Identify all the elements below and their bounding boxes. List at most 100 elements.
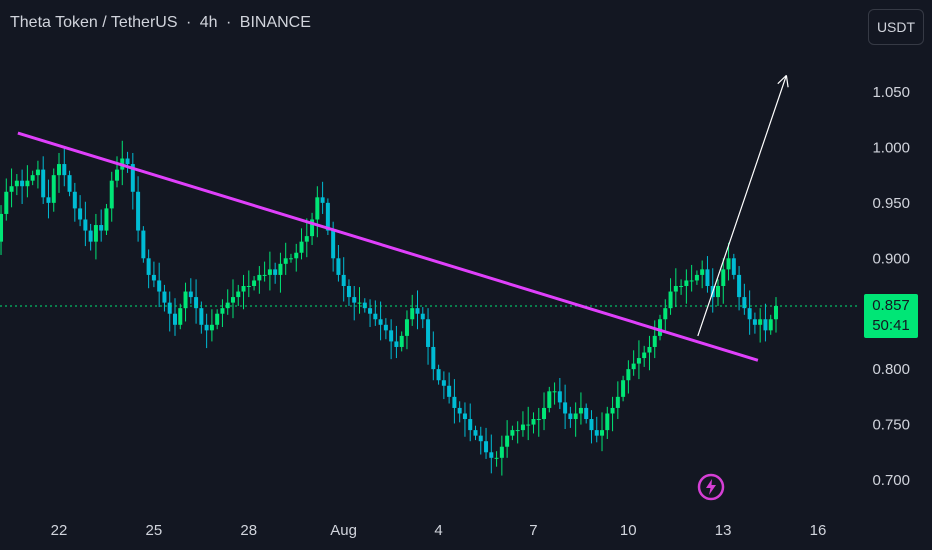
price-tick-label: 0.700: [872, 472, 910, 489]
candle-body: [431, 346, 436, 370]
candle-body: [531, 419, 536, 425]
candle-body: [652, 335, 657, 347]
candle-body: [737, 274, 742, 298]
candle-body: [763, 319, 768, 331]
candle-body: [299, 241, 304, 253]
candle-body: [320, 197, 325, 203]
last-price-value: 0.857: [872, 297, 910, 314]
candle-body: [752, 319, 757, 325]
trend-line[interactable]: [17, 131, 759, 362]
candle-body: [626, 369, 631, 381]
candle-body: [600, 430, 605, 436]
arrow-head: [777, 74, 787, 85]
title-separator: ·: [185, 14, 192, 31]
candle-body: [621, 380, 626, 397]
candle-body: [104, 208, 109, 231]
candle-body: [146, 258, 151, 275]
symbol-name: Theta Token / TetherUS: [10, 14, 178, 31]
candle-body: [773, 305, 778, 320]
candle-body: [457, 407, 462, 414]
candle-body: [25, 180, 30, 187]
candle-body: [636, 358, 641, 364]
candle-body: [273, 269, 278, 275]
candle-body: [220, 308, 225, 314]
candle-body: [35, 169, 40, 176]
candle-body: [494, 457, 499, 459]
candle-body: [658, 319, 663, 336]
candle-body: [768, 319, 773, 331]
candle-body: [394, 341, 399, 347]
candle-body: [610, 407, 615, 414]
bar-countdown: 50:41: [872, 317, 910, 334]
candle-body: [241, 286, 246, 292]
candle-body: [14, 180, 19, 187]
candle-body: [436, 369, 441, 381]
candle-body: [93, 225, 98, 242]
candle-body: [188, 291, 193, 298]
candle-body: [230, 297, 235, 303]
candle-body: [257, 274, 262, 281]
candle-body: [547, 391, 552, 408]
candle-body: [115, 169, 120, 181]
lightning-bolt-icon[interactable]: [697, 473, 725, 501]
candle-body: [162, 291, 167, 303]
candle-body: [452, 396, 457, 408]
candle-body: [520, 424, 525, 431]
candle-body: [536, 419, 541, 421]
interval-label[interactable]: 4h: [199, 14, 218, 31]
candle-body: [167, 302, 172, 314]
candle-body: [715, 286, 720, 298]
candle-body: [726, 258, 731, 270]
candle-body: [705, 269, 710, 286]
candles: [0, 140, 778, 476]
candle-body: [109, 180, 114, 209]
time-tick-label: 10: [620, 522, 637, 539]
candle-body: [499, 446, 504, 458]
candle-body: [642, 352, 647, 359]
candle-body: [194, 297, 199, 309]
time-tick-label: Aug: [330, 522, 357, 539]
candle-body: [183, 291, 188, 309]
candle-body: [510, 430, 515, 436]
candle-body: [668, 291, 673, 309]
exchange-label: BINANCE: [239, 14, 311, 31]
currency-button[interactable]: USDT: [868, 9, 924, 45]
candle-body: [415, 308, 420, 314]
candle-body: [62, 164, 67, 176]
candle-body: [694, 274, 699, 281]
candle-body: [468, 419, 473, 431]
candle-body: [389, 330, 394, 342]
candle-body: [473, 430, 478, 436]
candle-body: [742, 297, 747, 309]
candle-body: [557, 391, 562, 403]
forecast-arrow[interactable]: [697, 74, 789, 337]
candle-body: [341, 274, 346, 286]
candle-body: [304, 236, 309, 242]
candle-body: [246, 286, 251, 287]
candle-body: [357, 302, 362, 304]
candle-body: [331, 230, 336, 259]
candle-body: [310, 219, 315, 237]
last-price-label: 0.857 50:41: [864, 294, 918, 338]
price-tick-label: 1.050: [872, 84, 910, 101]
candle-body: [378, 319, 383, 325]
candle-body: [236, 291, 241, 298]
time-tick-label: 4: [434, 522, 442, 539]
candle-body: [83, 219, 88, 231]
candle-body: [215, 313, 220, 325]
candle-body: [373, 313, 378, 320]
candle-body: [67, 175, 72, 192]
candle-body: [404, 319, 409, 336]
candle-body: [99, 225, 104, 231]
candle-body: [325, 202, 330, 231]
candle-body: [594, 430, 599, 436]
candle-body: [315, 197, 320, 220]
candle-body: [51, 175, 56, 203]
candle-body: [209, 324, 214, 331]
arrow-head: [785, 75, 789, 88]
candle-body: [505, 435, 510, 447]
candle-body: [225, 302, 230, 309]
candle-body: [410, 308, 415, 320]
candle-body: [700, 269, 705, 275]
